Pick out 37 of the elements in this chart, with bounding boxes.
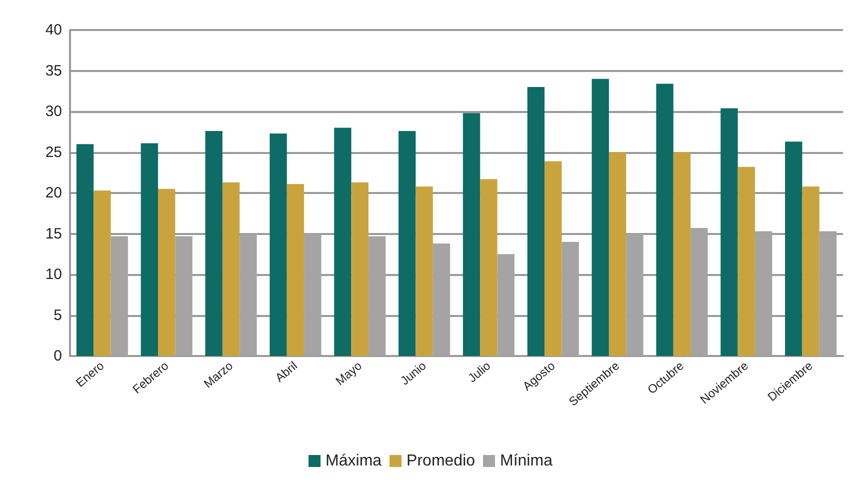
- bar: [94, 190, 111, 356]
- bar: [270, 134, 287, 356]
- bar: [527, 87, 545, 356]
- y-tick-label: 30: [45, 103, 62, 120]
- legend-label: Máxima: [326, 452, 382, 470]
- x-tick-label: Julio: [465, 358, 494, 386]
- bar: [205, 131, 222, 356]
- y-tick-label: 25: [45, 144, 62, 161]
- bar: [462, 113, 480, 356]
- bar: [158, 188, 176, 356]
- bar: [656, 84, 674, 356]
- bar: [76, 144, 94, 356]
- bar: [544, 161, 562, 356]
- legend-label: Promedio: [406, 452, 476, 470]
- bar: [416, 186, 433, 356]
- y-tick-label: 10: [45, 266, 62, 283]
- bar: [398, 131, 416, 356]
- bar: [592, 78, 609, 356]
- y-tick-label: 0: [54, 348, 62, 364]
- bar: [140, 143, 158, 356]
- bar: [738, 166, 755, 356]
- legend-label: Mínima: [500, 452, 553, 470]
- bar: [802, 186, 820, 356]
- bar: [480, 179, 498, 356]
- y-tick-label: 15: [45, 225, 62, 242]
- bar: [673, 152, 691, 356]
- bar: [720, 108, 738, 356]
- bar: [785, 142, 802, 356]
- y-tick-label: 40: [45, 22, 62, 38]
- bar: [351, 182, 368, 356]
- bar: [286, 184, 304, 356]
- y-tick-label: 20: [45, 184, 62, 202]
- y-tick-label: 5: [54, 306, 62, 324]
- bar: [608, 152, 626, 356]
- bar: [222, 182, 240, 356]
- y-tick-label: 35: [45, 62, 62, 80]
- bar: [334, 128, 352, 356]
